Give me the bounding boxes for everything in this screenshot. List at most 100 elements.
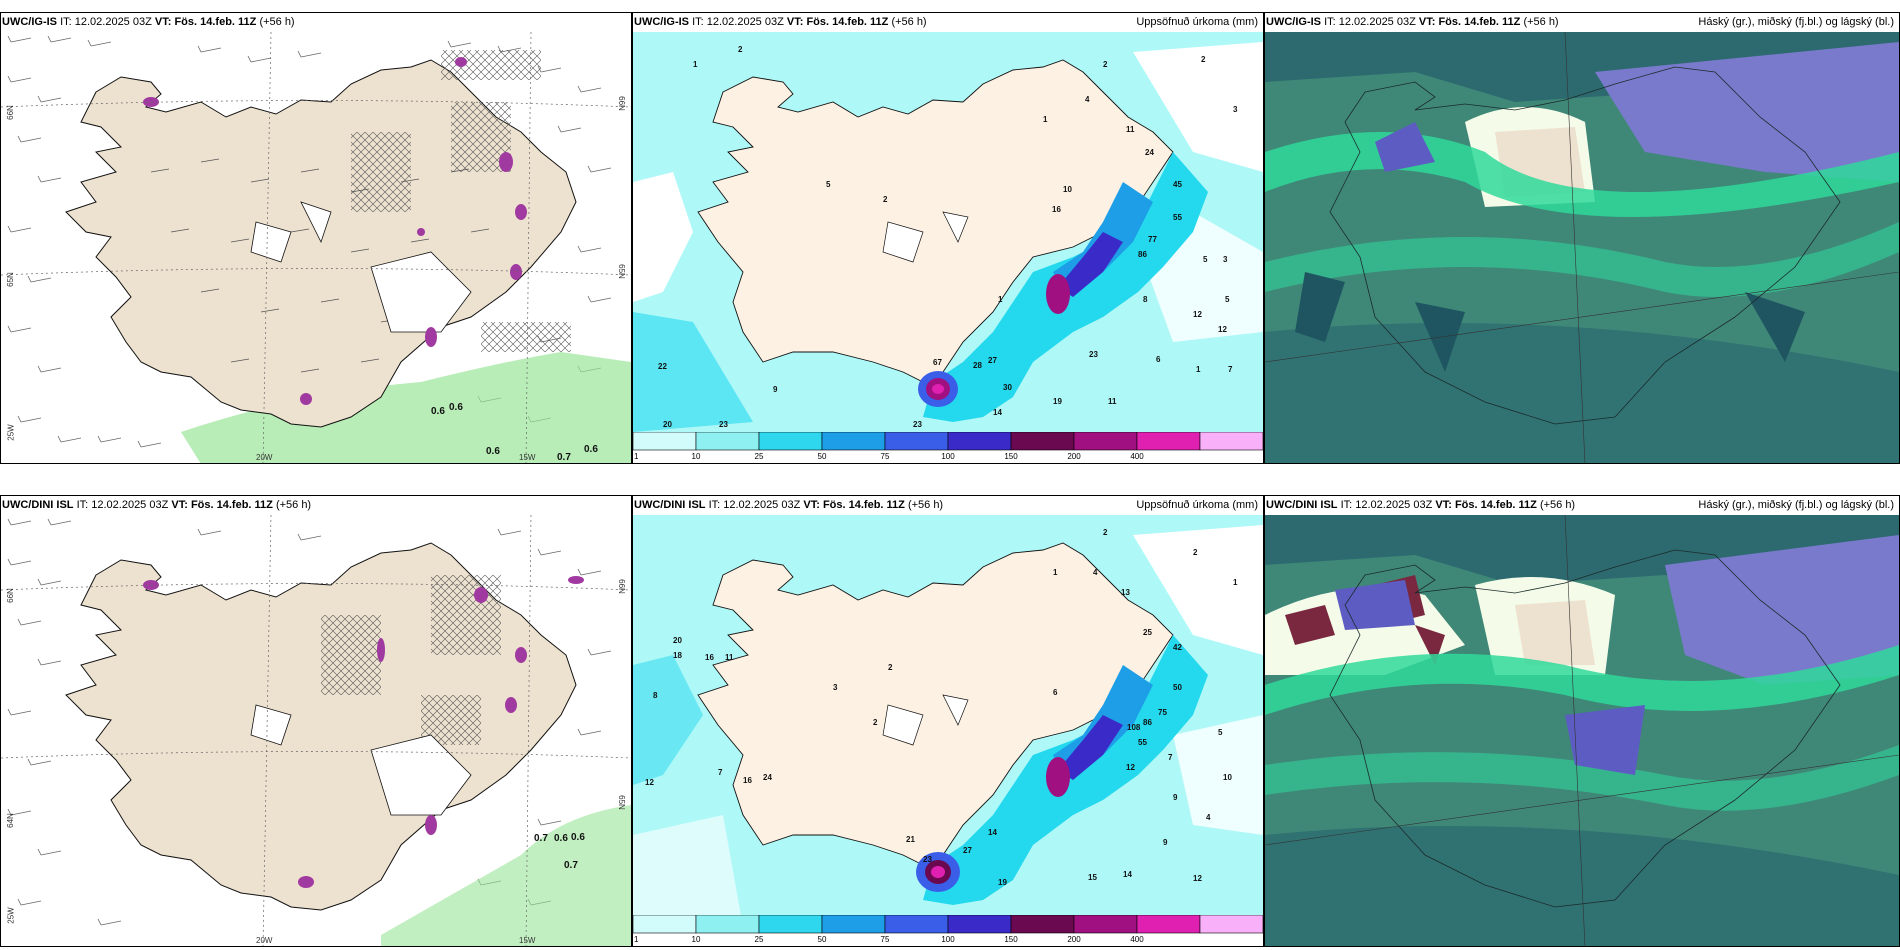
legend-swatch: [1199, 914, 1263, 934]
svg-text:24: 24: [763, 773, 772, 782]
svg-text:24: 24: [1145, 148, 1154, 157]
panel-header: UWC/DINI ISL IT: 12.02.2025 03Z VT: Fös.…: [1, 496, 631, 515]
svg-text:15: 15: [1088, 873, 1097, 882]
svg-text:22: 22: [658, 362, 667, 371]
svg-text:27: 27: [988, 356, 997, 365]
lon-label: 20W: [256, 936, 273, 945]
vt-label: VT:: [1418, 16, 1436, 28]
legend-swatch: [1199, 431, 1263, 451]
svg-text:2: 2: [873, 718, 878, 727]
legend-label: 75: [880, 935, 890, 944]
precip-map: 2 4 2 1 13 25 42 50 75 86 108 55 12 7 9 …: [633, 515, 1263, 927]
it-value: 12.02.2025 03Z: [74, 16, 152, 28]
vt-label: VT:: [786, 16, 804, 28]
wind-label: 0.7: [564, 860, 578, 871]
legend-swatch: [884, 431, 949, 451]
svg-text:14: 14: [1123, 870, 1132, 879]
panel-title: Háský (gr.), miðský (fj.bl.) og lágský (…: [1698, 499, 1894, 511]
magenta-spots: [143, 576, 584, 888]
svg-text:12: 12: [1126, 763, 1135, 772]
legend-label: 25: [754, 452, 764, 461]
it-label: IT:: [1324, 16, 1336, 28]
hatch-area: [351, 132, 411, 212]
svg-text:20: 20: [663, 420, 672, 429]
legend-label: 150: [1004, 452, 1018, 461]
legend-label: 200: [1067, 935, 1081, 944]
svg-text:21: 21: [906, 835, 915, 844]
svg-text:11: 11: [1126, 125, 1135, 134]
panel-title: Uppsöfnuð úrkoma (mm): [1136, 16, 1258, 28]
svg-text:23: 23: [1089, 350, 1098, 359]
svg-text:67: 67: [933, 358, 942, 367]
legend-label: 25: [754, 935, 764, 944]
legend-swatch: [633, 914, 697, 934]
panel-top-middle: UWC/IG-IS IT: 12.02.2025 03Z VT: Fös. 14…: [632, 12, 1264, 464]
svg-text:23: 23: [923, 855, 932, 864]
lon-label: 20W: [256, 453, 273, 462]
legend-label: 200: [1067, 452, 1081, 461]
lon-label: 15W: [519, 453, 536, 462]
precip-values: 2 4 2 1 13 25 42 50 75 86 108 55 12 7 9 …: [645, 528, 1238, 887]
vt-value: Fös. 14.feb. 11Z: [190, 499, 273, 511]
land: [697, 542, 1174, 866]
wind-label: 0.7: [534, 833, 548, 844]
svg-text:75: 75: [1158, 708, 1167, 717]
panel-header: UWC/DINI ISL IT: 12.02.2025 03Z VT: Fös.…: [633, 496, 1263, 515]
legend-swatches: [633, 914, 1263, 934]
svg-text:10: 10: [1223, 773, 1232, 782]
svg-text:12: 12: [1218, 325, 1227, 334]
wind-label: 0.6: [584, 444, 598, 455]
lon-label: 15W: [519, 936, 536, 945]
wind-label: 0.6: [486, 446, 500, 457]
model-name: UWC/DINI ISL: [634, 499, 706, 511]
legend-label: 1: [634, 935, 639, 944]
svg-text:7: 7: [1228, 365, 1233, 374]
vt-value: Fös. 14.feb. 11Z: [822, 499, 905, 511]
svg-text:4: 4: [1085, 95, 1090, 104]
lead-time: (+56 h): [907, 499, 944, 511]
model-name: UWC/DINI ISL: [2, 499, 74, 511]
legend-label: 100: [941, 452, 955, 461]
svg-text:8: 8: [653, 691, 658, 700]
svg-text:12: 12: [1193, 874, 1202, 883]
vt-value: Fös. 14.feb. 11Z: [1454, 499, 1537, 511]
legend-swatch: [695, 914, 760, 934]
panel-header: UWC/IG-IS IT: 12.02.2025 03Z VT: Fös. 14…: [1, 13, 631, 32]
panel-title: Uppsöfnuð úrkoma (mm): [1136, 499, 1258, 511]
hatch-area: [481, 322, 571, 352]
svg-text:5: 5: [1218, 728, 1223, 737]
svg-text:2: 2: [1103, 528, 1108, 537]
svg-text:16: 16: [705, 653, 714, 662]
svg-text:10: 10: [1063, 185, 1072, 194]
lon-label: 25W: [6, 907, 16, 924]
wind-label: 0.7: [557, 452, 571, 463]
legend-swatch: [1073, 431, 1138, 451]
svg-text:3: 3: [833, 683, 838, 692]
svg-text:9: 9: [1163, 838, 1168, 847]
legend-label: 400: [1130, 935, 1144, 944]
it-value: 12.02.2025 03Z: [706, 16, 784, 28]
it-label: IT:: [60, 16, 72, 28]
svg-text:2: 2: [1103, 60, 1108, 69]
svg-text:1: 1: [693, 60, 698, 69]
legend-label: 150: [1004, 935, 1018, 944]
lat-label: 65N: [617, 795, 627, 810]
vt-value: Fös. 14.feb. 11Z: [1438, 16, 1521, 28]
svg-text:13: 13: [1121, 588, 1130, 597]
svg-text:27: 27: [963, 846, 972, 855]
precip-legend: 1 10 25 50 75 100 150 200 400: [633, 914, 1263, 944]
legend-swatch: [695, 431, 760, 451]
svg-text:6: 6: [1053, 688, 1058, 697]
legend-swatch: [821, 431, 886, 451]
legend-label: 50: [817, 935, 827, 944]
svg-text:20: 20: [673, 636, 682, 645]
lead-time: (+56 h): [1523, 16, 1559, 28]
svg-text:55: 55: [1138, 738, 1147, 747]
panel-bottom-middle: UWC/DINI ISL IT: 12.02.2025 03Z VT: Fös.…: [632, 495, 1264, 947]
svg-text:2: 2: [883, 195, 888, 204]
lead-time: (+56 h): [275, 499, 312, 511]
wind-map: 0.6 0.6 0.6 0.7 0.6: [1, 32, 631, 463]
cloud-map: [1265, 32, 1899, 463]
svg-text:5: 5: [1225, 295, 1230, 304]
svg-text:77: 77: [1148, 235, 1157, 244]
